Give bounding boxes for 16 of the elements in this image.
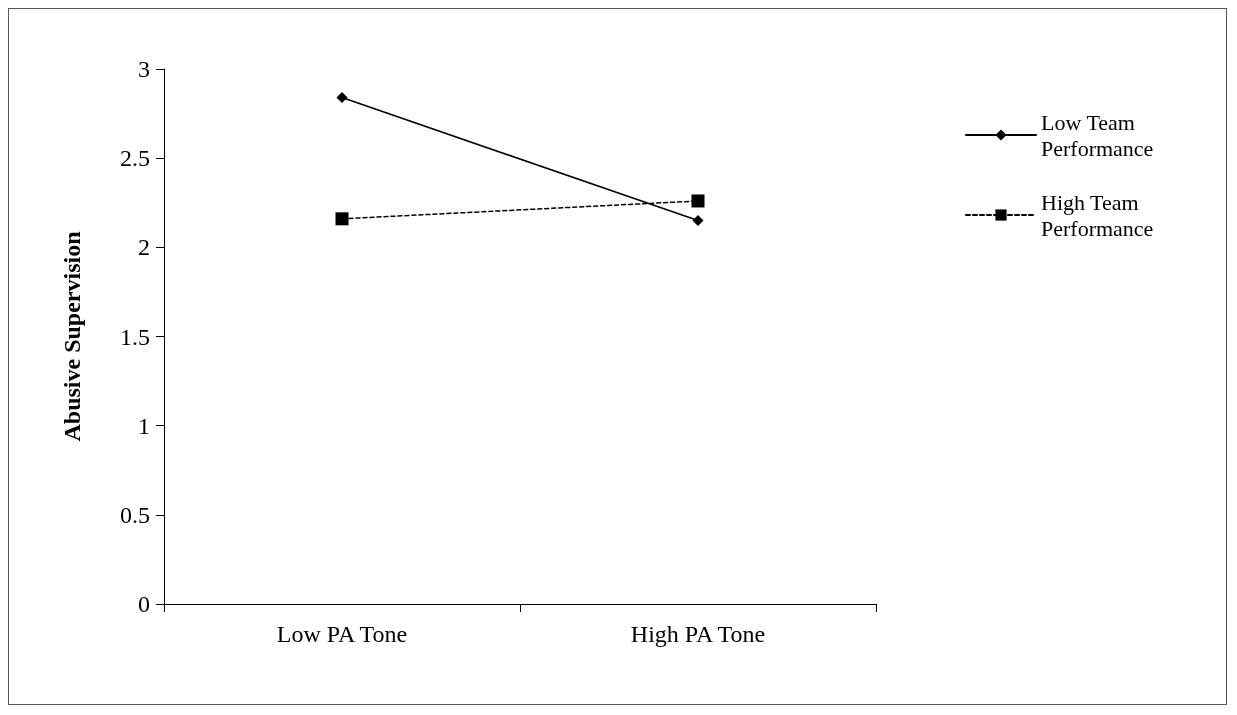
point xyxy=(336,92,348,104)
y-tick-label: 1.5 xyxy=(120,323,150,350)
y-axis-title: Abusive Supervision xyxy=(59,231,85,442)
y-tick-label: 1 xyxy=(138,412,150,439)
legend-label: High Team Performance xyxy=(1041,189,1154,241)
point xyxy=(692,215,704,227)
y-tick-label: 2 xyxy=(138,234,150,261)
y-tick-label: 3 xyxy=(138,56,150,82)
y-tick-label: 0.5 xyxy=(120,501,150,528)
y-tick-label: 2.5 xyxy=(120,145,150,172)
point xyxy=(335,212,349,226)
x-tick-label: High PA Tone xyxy=(630,621,766,647)
y-tick-label: 0 xyxy=(138,591,150,617)
x-tick-label: Low PA Tone xyxy=(276,621,408,647)
legend-label: Low Team Performance xyxy=(1041,109,1154,161)
point xyxy=(691,194,705,208)
